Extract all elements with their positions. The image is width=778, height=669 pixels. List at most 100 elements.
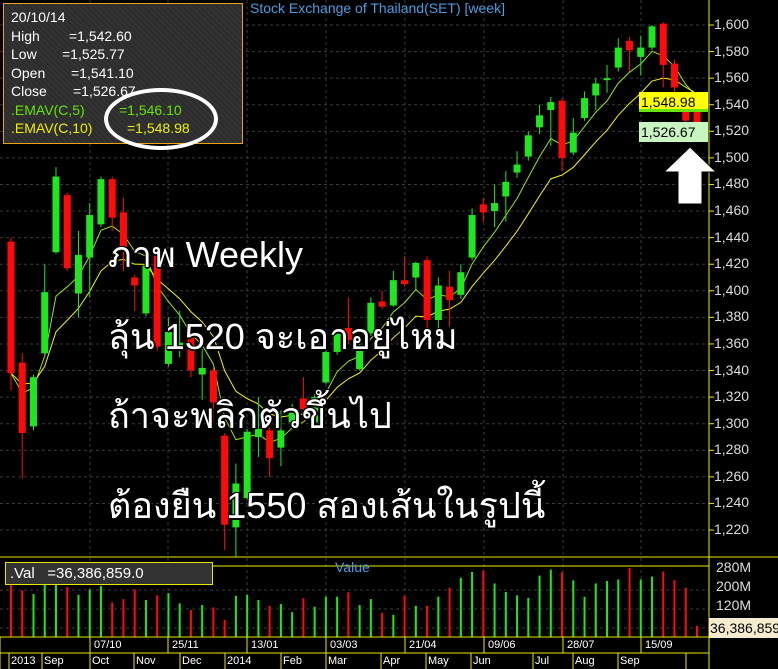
- overlay-text-line-3: ถ้าจะพลิกตัวขึ้นไป: [108, 395, 392, 436]
- price-axis-label: 1,380: [714, 308, 750, 325]
- price-axis-label: 1,480: [714, 175, 750, 192]
- candle-body: [164, 331, 172, 364]
- candle-body: [333, 329, 341, 352]
- candle-body: [97, 179, 105, 225]
- candle-body: [581, 98, 589, 119]
- candle-body: [131, 277, 139, 286]
- price-axis-label: 1,420: [714, 255, 750, 272]
- candle-body: [266, 430, 274, 459]
- candle-body: [637, 47, 645, 57]
- candle-body: [41, 292, 49, 354]
- candle-body: [412, 262, 420, 278]
- candle-body: [659, 23, 667, 65]
- candle-body: [569, 132, 577, 153]
- candle-body: [614, 47, 622, 68]
- date-label: 25/11: [172, 639, 199, 651]
- price-axis-label: 1,580: [714, 42, 750, 59]
- price-axis-label: 1,540: [714, 95, 750, 112]
- month-label: Oct: [92, 655, 110, 667]
- price-axis-label: 1,500: [714, 148, 750, 165]
- low-value: =1,525.77: [62, 46, 125, 62]
- price-axis-label: 1,360: [714, 334, 750, 351]
- candle-body: [592, 83, 600, 96]
- candle-body: [344, 328, 352, 340]
- candle-body: [468, 215, 476, 258]
- ema10-label: .EMAV(C,10): [11, 120, 93, 136]
- candle-body: [524, 135, 532, 157]
- price-axis-label: 1,520: [714, 122, 750, 139]
- candle-body: [142, 265, 150, 314]
- candle-body: [198, 367, 206, 375]
- overlay-text-line-4: ต้องยืน 1550 สองเส้นในรูปนี้: [108, 485, 546, 526]
- close-label: Close: [11, 83, 47, 99]
- overlay-text-line-1: ภาพ Weekly: [108, 234, 304, 275]
- overlay-text-line-2: ลุ้น 1520 จะเอาอยู่ไหม: [108, 316, 458, 357]
- candle-body: [108, 179, 116, 218]
- candle-body: [457, 272, 465, 295]
- highlight-circle: [104, 88, 218, 150]
- month-label: Mar: [328, 655, 347, 667]
- price-axis-label: 1,320: [714, 388, 750, 405]
- candle-body: [299, 398, 307, 410]
- price-axis-label: 1,340: [714, 361, 750, 378]
- candle-body: [277, 430, 285, 448]
- candle-body: [513, 164, 521, 173]
- candle-body: [491, 203, 499, 212]
- month-label: 2014: [227, 655, 252, 667]
- candle-body: [367, 302, 375, 334]
- month-label: Apr: [383, 655, 401, 667]
- low-label: Low: [11, 46, 37, 62]
- up-arrow-icon: [662, 146, 718, 205]
- month-label: Nov: [136, 655, 156, 667]
- candle-body: [693, 103, 701, 123]
- date-label: 03/03: [330, 639, 358, 651]
- close-price-tag: 1,526.67: [639, 122, 708, 142]
- date-label: 21/04: [409, 639, 437, 651]
- candle-body: [401, 280, 409, 285]
- candle-body: [18, 362, 26, 434]
- volume-axis-label: 120M: [716, 597, 752, 613]
- candle-body: [423, 260, 431, 321]
- volume-bars: [10, 568, 698, 637]
- price-axis-label: 1,220: [714, 521, 750, 538]
- grid-lines: [0, 0, 709, 637]
- candle-body: [502, 181, 510, 197]
- ema5-label: .EMAV(C,5): [11, 101, 85, 118]
- chart-title: Stock Exchange of Thailand(SET) [week]: [250, 0, 505, 16]
- candle-body: [288, 407, 296, 423]
- volume-last-tag: 36,386,859.0: [709, 618, 778, 638]
- candles: [7, 22, 701, 557]
- candle-body: [221, 435, 229, 525]
- candle-body: [243, 431, 251, 499]
- value-info-box: .Val =36,386,859.0: [5, 562, 213, 585]
- open-value: =1,541.10: [71, 64, 134, 81]
- close-value: =1,526.67: [73, 83, 136, 99]
- month-label: Sep: [620, 655, 640, 667]
- candle-body: [322, 351, 330, 383]
- candle-body: [187, 331, 195, 371]
- price-axis-label: 1,280: [714, 441, 750, 458]
- info-date: 20/10/14: [11, 9, 66, 25]
- date-label: 28/07: [567, 639, 595, 651]
- price-axis-label: 1,440: [714, 228, 750, 245]
- price-axis-label: 1,240: [714, 494, 750, 511]
- candle-body: [536, 115, 544, 128]
- candle-body: [671, 63, 679, 88]
- month-label: 2013: [11, 655, 36, 667]
- volume-pane-title: Value: [335, 559, 370, 575]
- candle-body: [209, 370, 217, 403]
- high-label: High: [11, 27, 40, 44]
- date-label: 07/10: [94, 639, 122, 651]
- candle-body: [63, 195, 71, 269]
- candle-body: [434, 285, 442, 321]
- volume-axis-label: 280M: [716, 559, 752, 575]
- price-axis-label: 1,400: [714, 281, 750, 298]
- candle-body: [254, 429, 262, 437]
- candle-body: [7, 241, 15, 374]
- candle-body: [52, 176, 60, 253]
- price-axis-label: 1,460: [714, 202, 750, 219]
- month-label: Sep: [44, 655, 64, 667]
- price-axis-label: 1,260: [714, 467, 750, 484]
- candle-body: [311, 397, 319, 423]
